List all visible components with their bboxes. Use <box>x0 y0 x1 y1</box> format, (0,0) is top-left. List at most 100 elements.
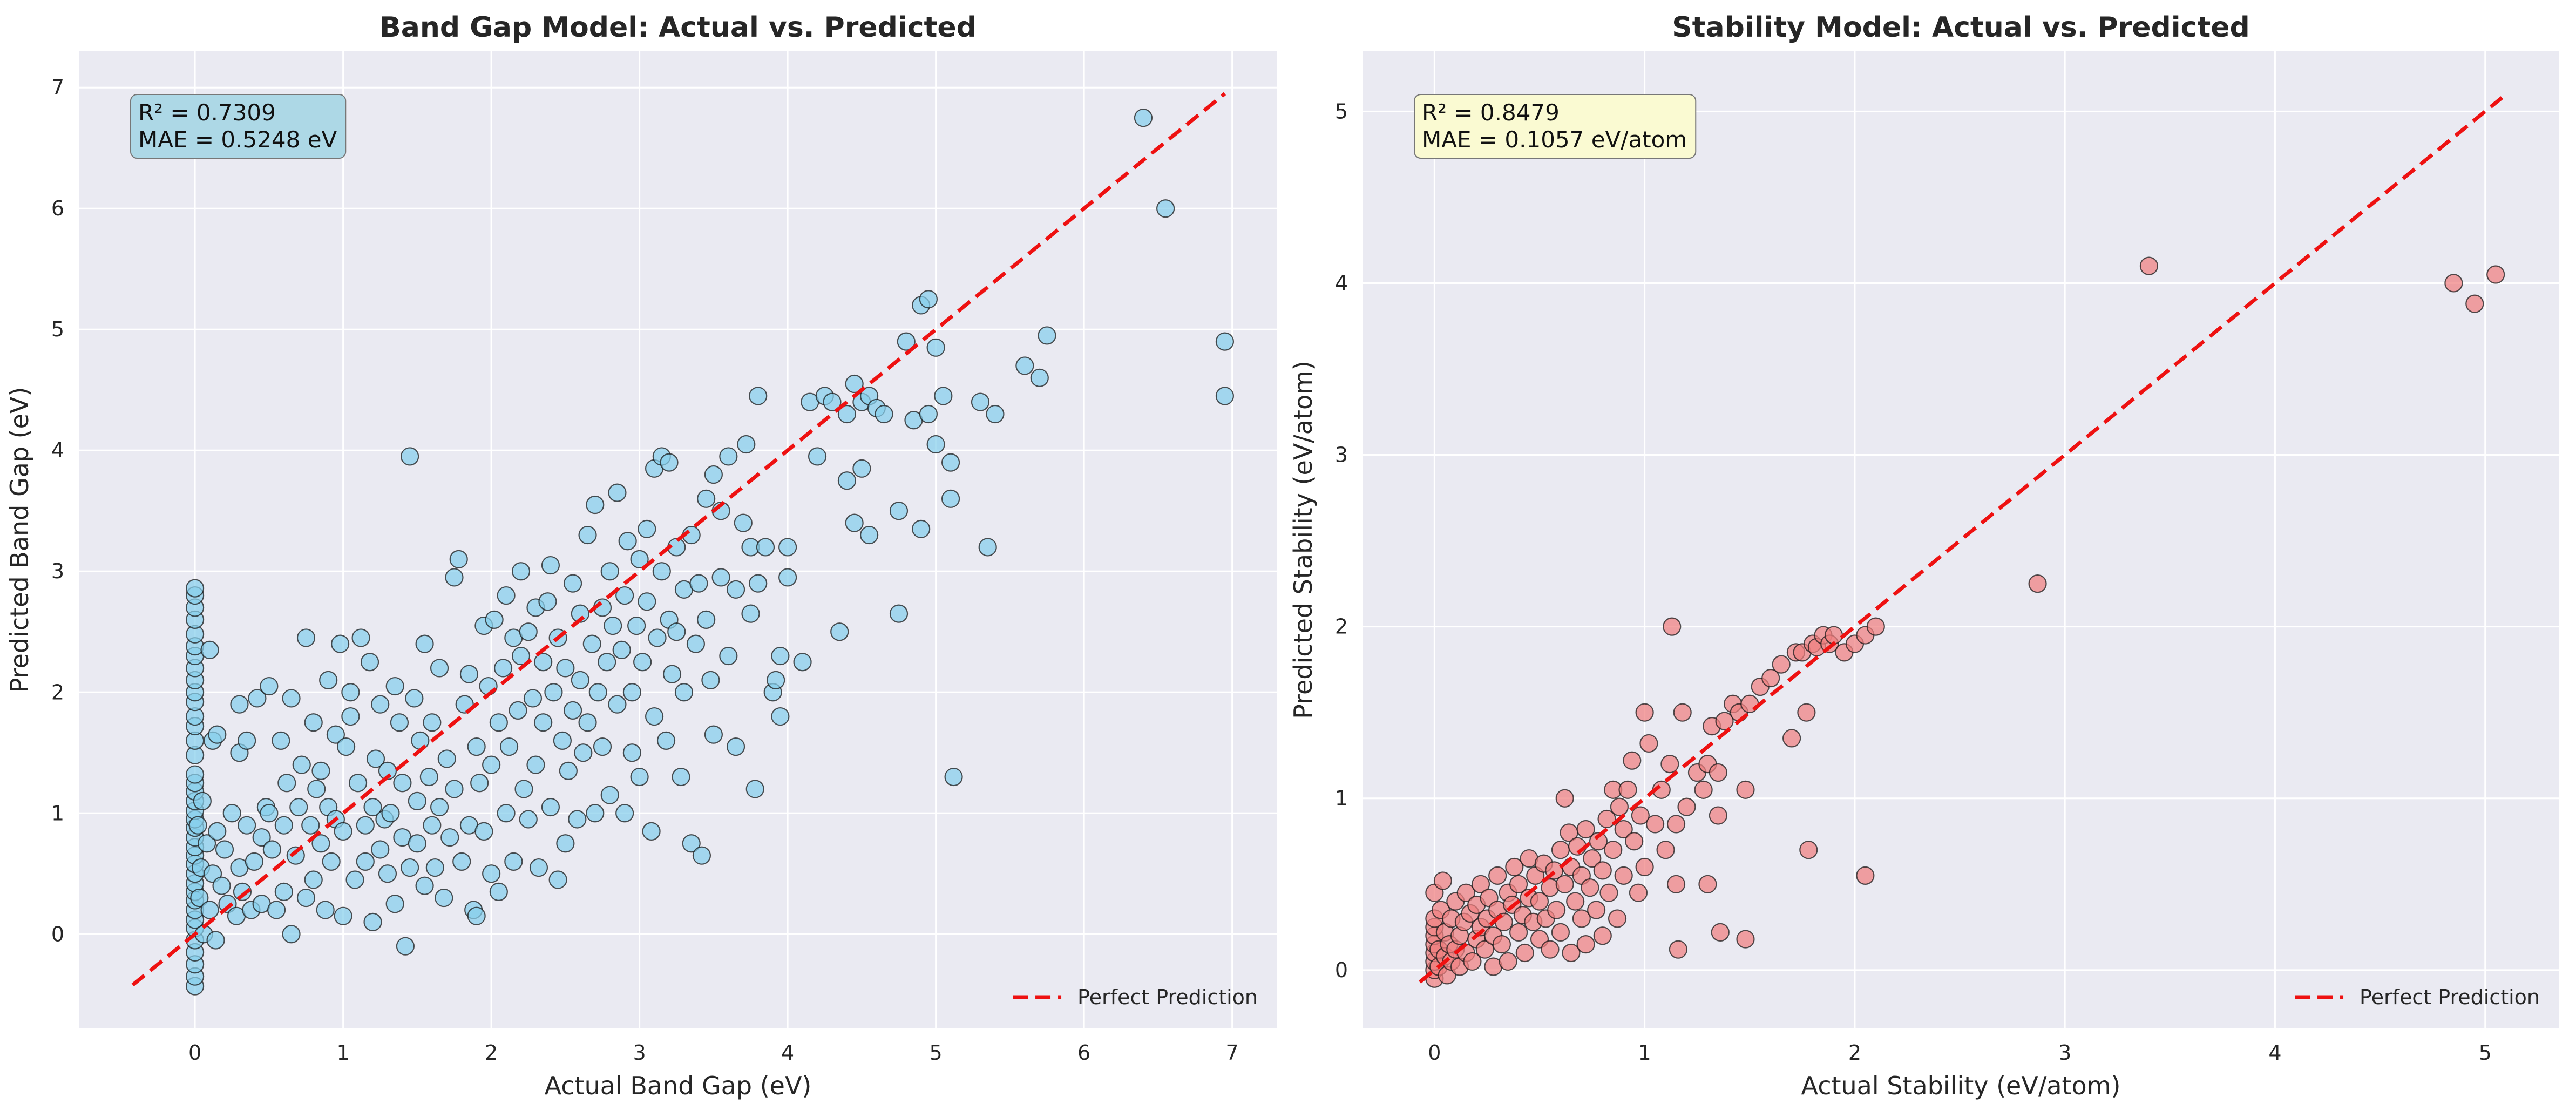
data-point <box>1567 893 1584 910</box>
data-point <box>623 683 641 701</box>
legend-entry: Perfect Prediction <box>2360 985 2540 1009</box>
y-tick-label: 1 <box>1335 787 1348 810</box>
data-point <box>486 611 503 628</box>
r-squared-label: R² = 0.7309 <box>138 99 276 126</box>
data-point <box>697 490 715 507</box>
data-point <box>1657 841 1675 858</box>
data-point <box>438 750 456 767</box>
data-point <box>490 714 507 731</box>
data-point <box>371 841 389 858</box>
data-point <box>475 823 492 840</box>
data-point <box>283 689 300 707</box>
data-point <box>1577 936 1595 953</box>
data-point <box>586 496 604 513</box>
data-point <box>853 460 870 477</box>
x-tick-label: 1 <box>1638 1041 1651 1065</box>
data-point <box>876 405 893 423</box>
data-point <box>1674 704 1691 721</box>
data-point <box>431 659 448 676</box>
data-point <box>357 817 374 834</box>
data-point <box>186 580 204 597</box>
data-point <box>1619 781 1636 798</box>
data-point <box>516 780 533 797</box>
data-point <box>423 714 440 731</box>
data-point <box>838 472 856 489</box>
data-point <box>572 672 589 689</box>
data-point <box>986 405 1004 423</box>
band-gap-chart: 0 1 2 3 4 5 6 701234567 Band Gap Model: Actual … <box>5 11 1277 1100</box>
data-point <box>1216 387 1233 404</box>
data-point <box>912 520 930 538</box>
data-point <box>2466 295 2483 313</box>
data-point <box>260 678 277 695</box>
data-point <box>613 641 631 659</box>
x-tick-label: 3 <box>633 1041 646 1065</box>
data-point <box>705 466 722 483</box>
data-point <box>1737 931 1754 948</box>
data-point <box>557 835 574 852</box>
data-point <box>534 653 552 671</box>
data-point <box>468 738 485 755</box>
data-point <box>445 568 463 586</box>
x-tick-label: 2 <box>485 1041 498 1065</box>
data-point <box>568 810 586 828</box>
y-tick-label: 5 <box>51 317 64 341</box>
data-point <box>702 672 719 689</box>
data-point <box>560 762 577 780</box>
data-point <box>846 515 863 532</box>
data-point <box>1773 656 1790 673</box>
data-point <box>539 593 556 610</box>
data-point <box>510 702 527 719</box>
y-tick-label: 5 <box>1335 99 1348 123</box>
data-point <box>1581 879 1598 896</box>
data-point <box>1712 924 1729 941</box>
data-point <box>347 871 364 888</box>
data-point <box>564 702 581 719</box>
data-point <box>1646 815 1664 832</box>
data-point <box>604 617 621 634</box>
legend-entry: Perfect Prediction <box>1077 985 1258 1009</box>
data-point <box>1609 910 1626 927</box>
data-point <box>397 938 414 955</box>
data-point <box>312 762 329 780</box>
data-point <box>767 672 784 689</box>
data-point <box>1783 729 1800 747</box>
data-point <box>1489 867 1506 884</box>
data-point <box>737 436 755 453</box>
data-point <box>735 515 752 532</box>
data-point <box>890 605 907 622</box>
data-point <box>584 635 601 653</box>
data-point <box>1434 872 1452 889</box>
data-point <box>238 817 255 834</box>
data-point <box>308 780 325 797</box>
data-point <box>1636 858 1653 876</box>
data-point <box>720 448 737 465</box>
data-point <box>1039 327 1056 344</box>
data-point <box>401 448 418 465</box>
data-point <box>860 526 878 544</box>
data-point <box>649 629 666 646</box>
data-point <box>809 448 826 465</box>
data-point <box>450 551 467 568</box>
data-point <box>268 901 285 918</box>
data-point <box>927 339 945 356</box>
data-point <box>942 490 959 507</box>
data-point <box>920 405 937 423</box>
y-tick-label: 3 <box>1335 443 1348 467</box>
data-point <box>423 817 440 834</box>
data-point <box>213 877 231 895</box>
data-point <box>1625 832 1643 850</box>
data-point <box>494 659 512 676</box>
data-point <box>554 732 571 749</box>
data-point <box>579 526 596 544</box>
data-point <box>1670 941 1687 958</box>
data-point <box>705 726 722 743</box>
data-point <box>364 913 382 931</box>
data-point <box>411 732 429 749</box>
stats-box: R² = 0.7309 MAE = 0.5248 eV <box>131 94 345 158</box>
data-point <box>216 841 233 858</box>
data-point <box>672 768 689 786</box>
y-tick-label: 3 <box>51 559 64 583</box>
data-point <box>260 804 277 822</box>
data-point <box>1135 109 1152 126</box>
